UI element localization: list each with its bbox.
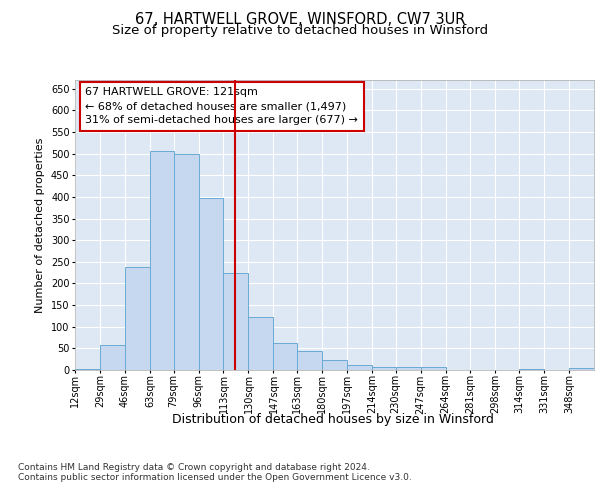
Text: Contains public sector information licensed under the Open Government Licence v3: Contains public sector information licen… (18, 472, 412, 482)
Bar (322, 360, 347, 370)
Bar (173, 154, 199, 370)
Bar (125, 268, 150, 370)
Bar (223, 274, 248, 370)
Bar (421, 367, 446, 370)
Text: Distribution of detached houses by size in Winsford: Distribution of detached houses by size … (172, 412, 494, 426)
Bar (519, 369, 544, 370)
Bar (100, 346, 125, 370)
Bar (569, 368, 594, 370)
Bar (372, 366, 395, 370)
Text: 67, HARTWELL GROVE, WINSFORD, CW7 3UR: 67, HARTWELL GROVE, WINSFORD, CW7 3UR (135, 12, 465, 28)
Bar (347, 365, 372, 370)
Text: Contains HM Land Registry data © Crown copyright and database right 2024.: Contains HM Land Registry data © Crown c… (18, 462, 370, 471)
Bar (297, 350, 322, 370)
Bar (274, 343, 297, 370)
Bar (199, 198, 223, 370)
Bar (395, 367, 421, 370)
Y-axis label: Number of detached properties: Number of detached properties (35, 138, 45, 312)
Bar (75, 368, 100, 370)
Bar (150, 152, 173, 370)
Text: 67 HARTWELL GROVE: 121sqm
← 68% of detached houses are smaller (1,497)
31% of se: 67 HARTWELL GROVE: 121sqm ← 68% of detac… (85, 87, 358, 125)
Text: Size of property relative to detached houses in Winsford: Size of property relative to detached ho… (112, 24, 488, 37)
Bar (248, 317, 274, 370)
